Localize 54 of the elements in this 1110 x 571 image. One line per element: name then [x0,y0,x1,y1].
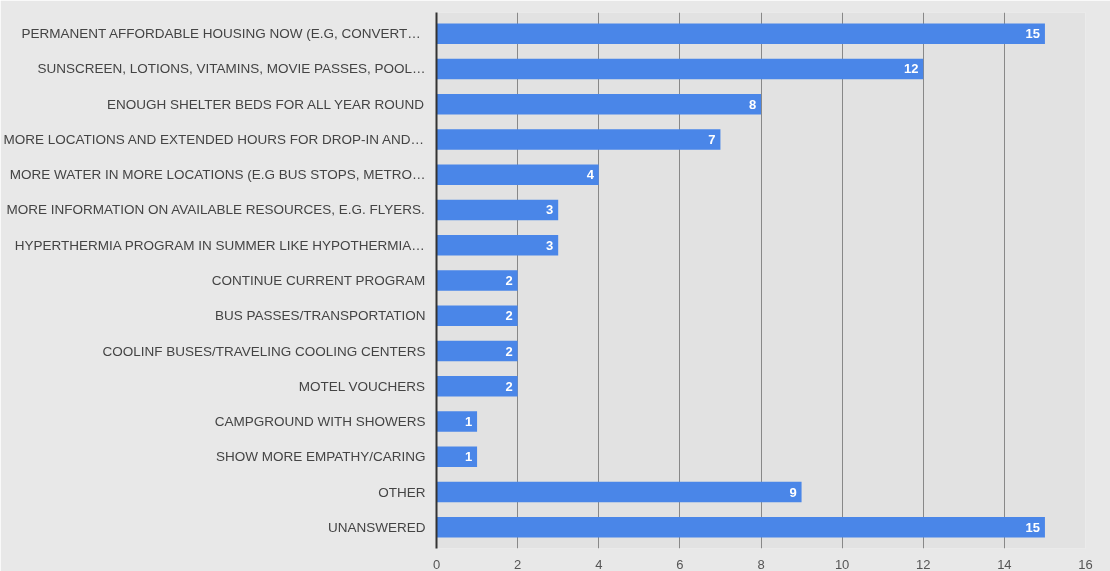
bar [436,446,478,468]
bar [436,93,761,115]
data-label: 3 [546,237,554,253]
x-tick-label: 8 [757,556,765,571]
y-tick-label: SUNSCREEN, LOTIONS, VITAMINS, MOVIE PASSES, POOL… [37,61,426,77]
x-tick-label: 14 [997,556,1012,571]
y-tick-label: ENOUGH SHELTER BEDS FOR ALL YEAR ROUND [106,96,425,112]
data-label: 2 [505,343,513,359]
y-tick-label: MORE INFORMATION ON AVAILABLE RESOURCES, E.G. FLYERS. [6,202,425,218]
data-label: 2 [505,308,513,324]
y-tick-label: MORE WATER IN MORE LOCATIONS (E.G BUS STOPS, METRO… [9,167,426,183]
y-tick-label: BUS PASSES/TRANSPORTATION [214,308,426,324]
x-tick-label: 2 [514,556,522,571]
bar [436,199,559,221]
data-label: 8 [748,96,757,112]
data-label: 1 [464,414,473,430]
bar [436,58,924,80]
bar [436,164,599,185]
y-tick-label: MOTEL VOUCHERS [298,378,426,394]
bar [436,517,1045,538]
bar [436,270,518,291]
y-tick-label: CAMPGROUND WITH SHOWERS [214,414,426,430]
y-tick-label: COOLINF BUSES/TRAVELING COOLING CENTERS [102,343,426,359]
y-tick-label: UNANSWERED [327,519,426,535]
data-label: 1 [464,449,473,465]
y-tick-label: PERMANENT AFFORDABLE HOUSING NOW (E.G, CONVERT… [21,26,421,42]
bar [436,411,478,432]
data-label: 2 [505,378,513,394]
data-label: 15 [1025,519,1041,535]
data-label: 3 [546,202,554,218]
bar [436,481,802,503]
data-label: 4 [586,167,595,183]
x-tick-label: 6 [676,556,684,571]
bar [436,23,1045,44]
bar [436,305,518,326]
y-tick-label: MORE LOCATIONS AND EXTENDED HOURS FOR DROP-IN AND… [3,131,425,147]
x-tick-label: 16 [1078,556,1093,571]
bar [436,235,559,256]
bar [436,340,518,362]
bar [436,129,721,150]
data-label: 9 [789,484,797,500]
x-tick-label: 0 [432,556,441,571]
data-label: 15 [1025,26,1041,42]
x-tick-label: 10 [834,556,850,571]
bar [436,376,518,397]
y-tick-label: HYPERTHERMIA PROGRAM IN SUMMER LIKE HYPOTHERMIA… [14,237,425,253]
x-tick-label: 12 [916,556,931,571]
x-tick-label: 4 [595,556,603,571]
y-tick-label: OTHER [378,484,426,500]
y-tick-label: CONTINUE CURRENT PROGRAM [211,273,426,288]
data-label: 7 [708,131,716,147]
data-label: 12 [903,61,919,77]
data-label: 2 [505,273,513,288]
y-tick-label: SHOW MORE EMPATHY/CARING [215,449,426,465]
